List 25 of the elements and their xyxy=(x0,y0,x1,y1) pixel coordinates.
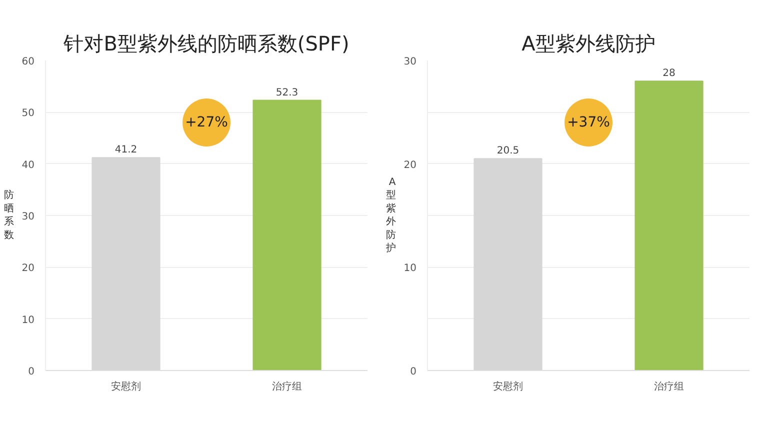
y-tick-label: 0 xyxy=(410,366,417,378)
y-tick-label: 50 xyxy=(22,108,35,120)
y-tick-label: 20 xyxy=(404,160,417,171)
data-label: 41.2 xyxy=(114,144,138,156)
y-tick-label: 10 xyxy=(22,314,35,326)
data-label: 52.3 xyxy=(276,87,298,98)
x-tick-label: 治疗组 xyxy=(654,380,684,392)
x-tick-label: 安慰剂 xyxy=(493,380,523,392)
x-tick-label: 治疗组 xyxy=(272,380,302,392)
y-tick-label: 60 xyxy=(22,56,35,68)
data-label: 20.5 xyxy=(496,146,520,157)
y-tick-label: 30 xyxy=(22,212,35,222)
x-tick-label: 安慰剂 xyxy=(111,380,141,392)
annotation: +37% xyxy=(567,114,610,130)
y-axis-title: 防晒系数 xyxy=(4,189,14,241)
y-tick-label: 30 xyxy=(404,56,417,68)
chart-title: A型紫外线防护 xyxy=(522,32,656,56)
annotation: +27% xyxy=(185,114,228,130)
y-tick-label: 10 xyxy=(404,263,417,274)
y-tick-label: 40 xyxy=(22,160,35,171)
data-label: 28 xyxy=(662,68,676,80)
y-axis-title: A型紫外防护 xyxy=(384,177,396,254)
y-tick-label: 20 xyxy=(22,263,35,274)
y-tick-label: 0 xyxy=(28,366,35,378)
chart-title: 针对B型紫外线的防晒系数(SPF) xyxy=(62,32,350,56)
